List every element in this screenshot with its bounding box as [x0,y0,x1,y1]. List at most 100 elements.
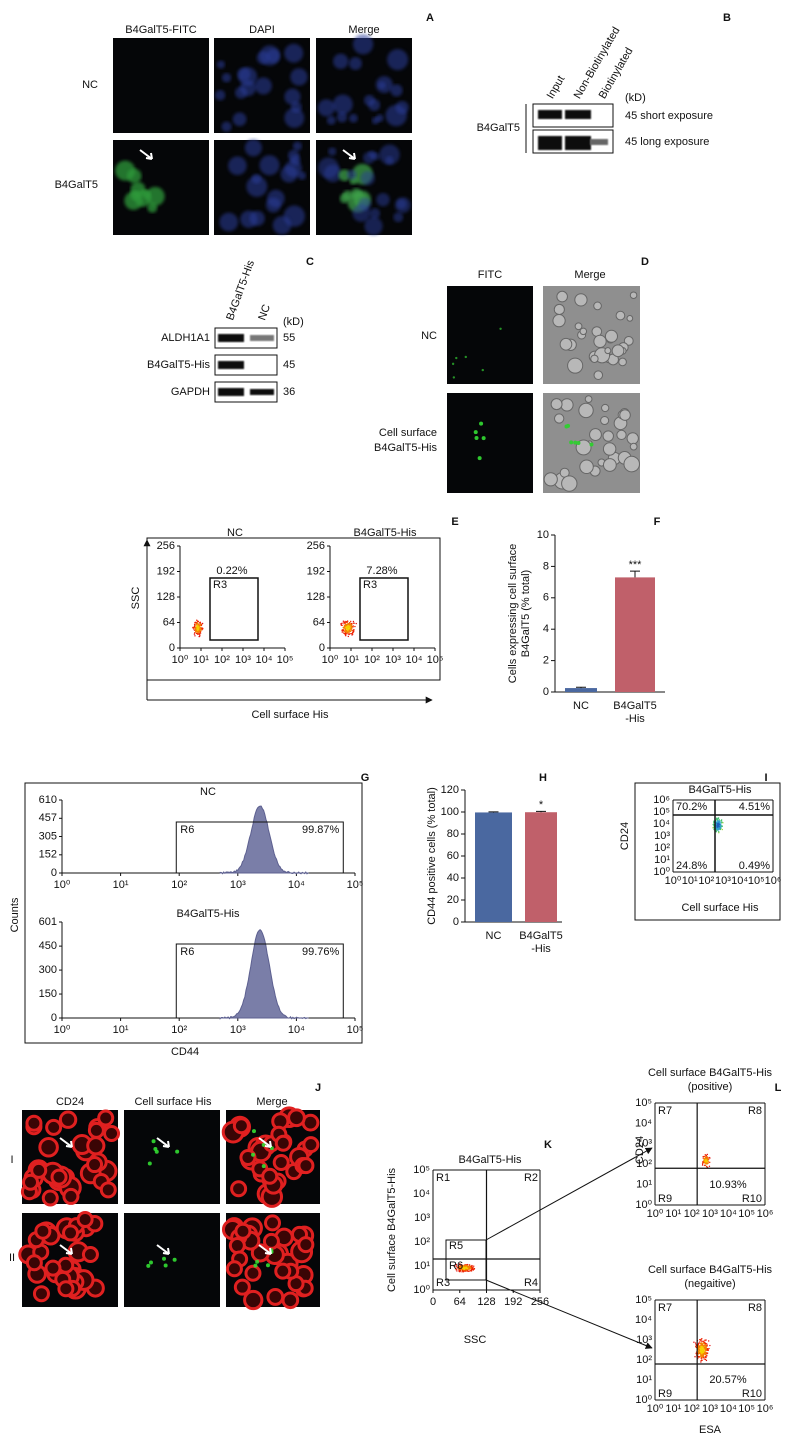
label: Counts [9,897,21,932]
cells [214,43,308,132]
event [719,823,722,826]
event [344,628,347,631]
event [459,1265,461,1268]
cell [579,327,588,336]
nucleus [216,60,226,69]
cells [318,144,411,236]
spot [481,368,484,372]
event [199,621,201,624]
micrograph [316,140,412,236]
label: Cell surface His [681,902,759,914]
event [702,1161,704,1163]
cells [221,1106,320,1208]
cell [124,191,143,210]
event [466,1263,469,1266]
event [470,1270,473,1272]
event [471,1267,473,1269]
event [705,1356,707,1358]
cell [560,398,574,412]
event [351,633,353,635]
label: Merge [348,24,379,36]
label: ESA [699,1424,722,1436]
event [344,632,346,634]
nucleus [376,192,390,207]
nucleus [369,208,381,219]
event [717,829,719,831]
label: R7 [658,1105,672,1117]
label: CD24 [56,1096,84,1108]
label: 36 [283,386,295,398]
spot [464,355,467,359]
blot [214,381,278,403]
event [721,828,723,831]
cell [34,1222,52,1240]
nucleus [246,175,268,197]
event [702,1352,705,1355]
label: 99.87% [302,824,340,836]
label: G [361,772,370,784]
event [704,1156,706,1158]
event [351,634,353,636]
spot [589,442,594,447]
cell [626,432,639,445]
event [192,628,195,630]
x-tick-label: 10³ [385,654,401,666]
event [697,1349,699,1351]
event [701,1344,703,1346]
event [194,624,196,626]
nucleus [290,101,302,113]
event [349,633,351,635]
event [704,1358,707,1361]
x-tick-label: 10⁴ [288,1024,305,1036]
histogram [219,805,309,875]
cell [589,428,602,441]
x-tick-label: 10¹ [665,1403,681,1415]
label: 55 [283,332,295,344]
event [717,817,720,820]
label: B4GalT5-His [689,784,752,796]
label: B4GalT5-His [177,908,240,920]
nucleus [221,73,232,83]
cell [41,1189,59,1207]
event [465,1267,468,1269]
spot [455,356,458,360]
event [196,619,198,621]
label: B4GalT5-His [224,258,257,322]
event [715,831,717,833]
cells [219,139,307,235]
label: R6 [449,1260,463,1272]
event [707,1349,709,1351]
label: SSC [464,1334,487,1346]
label: NC [573,700,589,712]
spot [146,1263,151,1268]
event [695,1343,697,1346]
label: (negaitive) [684,1278,735,1290]
y-tick-label: 300 [39,964,57,976]
cell [76,1210,94,1228]
cell [616,429,627,441]
cells [473,421,486,461]
micrograph [124,1213,220,1307]
event [195,622,197,624]
event [706,1355,708,1357]
band [218,334,244,342]
cells [20,1109,121,1207]
event [700,1361,702,1363]
label: R9 [658,1193,672,1205]
event [703,1346,706,1348]
event [698,1349,701,1351]
x-tick-label: 10⁴ [288,879,305,891]
event [350,628,352,630]
micrograph [543,286,640,384]
cell [600,415,610,426]
cell [232,1117,250,1135]
x-tick-label: 10⁵ [738,1403,755,1415]
nucleus [284,88,301,105]
label: R8 [748,1302,762,1314]
y-tick-label: 10⁵ [635,1294,652,1306]
cell [584,395,593,403]
event [458,1265,460,1267]
event [351,626,353,628]
cell [602,430,614,442]
x-tick-label: 10² [698,875,714,887]
